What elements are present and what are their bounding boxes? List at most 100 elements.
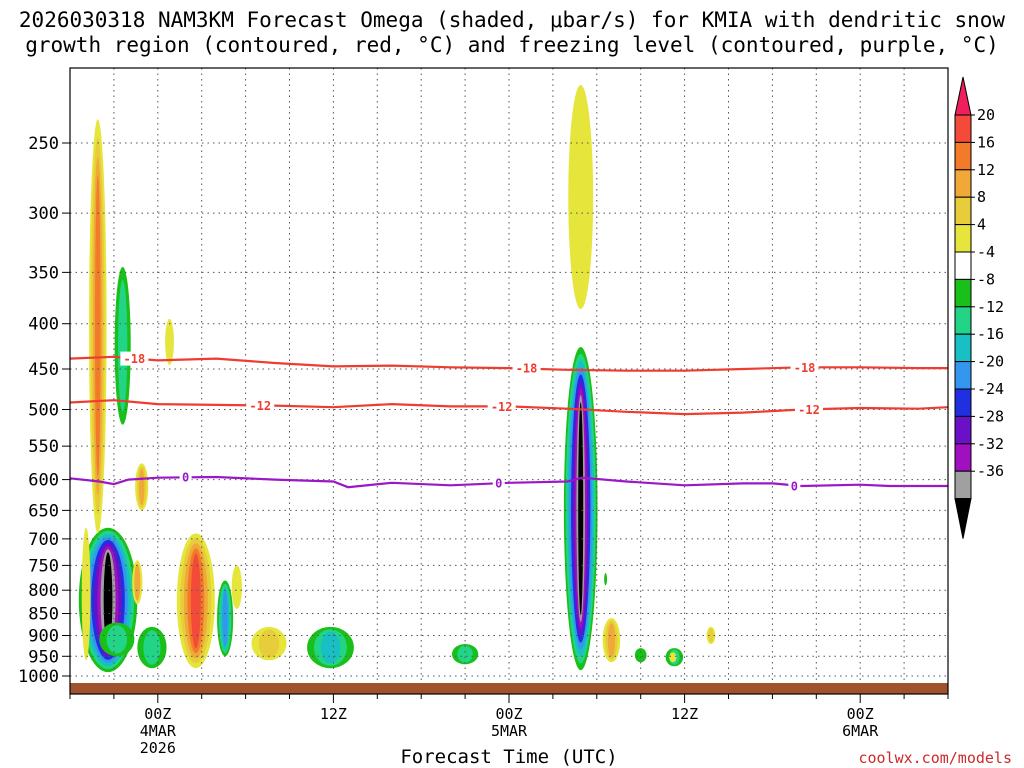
contour-line-0 bbox=[69, 355, 948, 372]
colorbar-swatch bbox=[954, 333, 972, 363]
colorbar-swatch bbox=[954, 251, 972, 280]
temperature-contours: -18 -18 -18 -12 -12 -12 0 0 0 bbox=[69, 351, 949, 493]
colorbar-swatch bbox=[954, 443, 972, 472]
ground-surface bbox=[70, 683, 948, 694]
colorbar-label: -4 bbox=[977, 243, 995, 261]
colorbar-swatch bbox=[954, 278, 972, 308]
y-tick-label: 350 bbox=[28, 263, 59, 283]
colorbar-label: 20 bbox=[977, 106, 995, 124]
y-tick-label: 750 bbox=[28, 556, 59, 576]
omega-updraft-f bbox=[563, 347, 598, 671]
y-tick-label: 850 bbox=[28, 605, 59, 625]
omega-shading bbox=[78, 85, 716, 673]
omega-subsidence-a3 bbox=[81, 527, 91, 661]
colorbar-label: -24 bbox=[977, 380, 1004, 398]
x-tick-label: 5MAR bbox=[491, 722, 528, 740]
contour-label: 0 bbox=[182, 471, 189, 485]
y-axis: 2503003504004505005506006507007508008509… bbox=[18, 134, 70, 687]
colorbar-swatch bbox=[954, 169, 972, 198]
omega-updraft-b-fringe bbox=[137, 626, 167, 669]
colorbar-swatch bbox=[954, 114, 972, 143]
grid-lines bbox=[70, 68, 948, 684]
colorbar-swatch bbox=[954, 415, 972, 445]
colorbar-swatch bbox=[954, 196, 972, 226]
y-tick-label: 1000 bbox=[18, 667, 59, 687]
colorbar-top-arrow bbox=[954, 76, 972, 116]
colorbar-label: -20 bbox=[977, 353, 1004, 371]
omega-updraft-g bbox=[634, 648, 647, 663]
y-tick-label: 450 bbox=[28, 360, 59, 380]
omega-subsidence-a4 bbox=[132, 560, 143, 605]
omega-subsidence-c bbox=[231, 565, 242, 609]
contour-label-bg bbox=[794, 402, 823, 417]
colorbar-label: -36 bbox=[977, 462, 1004, 480]
omega-updraft-d bbox=[307, 626, 354, 669]
colorbar-bottom-arrow bbox=[954, 498, 972, 539]
omega-subsidence-h bbox=[706, 626, 716, 644]
colorbar-label: 12 bbox=[977, 161, 995, 179]
x-tick-label: 4MAR bbox=[140, 722, 177, 740]
y-tick-label: 800 bbox=[28, 581, 59, 601]
contour-label-bg bbox=[487, 399, 516, 414]
x-axis-label: Forecast Time (UTC) bbox=[400, 746, 617, 768]
omega-subsidence-e bbox=[568, 85, 594, 310]
colorbar-label: -12 bbox=[977, 298, 1004, 316]
omega-updraft-i bbox=[604, 573, 608, 586]
omega-subsidence-a bbox=[89, 119, 107, 534]
x-tick-label: 12Z bbox=[671, 705, 698, 723]
omega-updraft-a-lowmid bbox=[99, 622, 135, 657]
contour-label-bg bbox=[790, 360, 819, 375]
y-tick-label: 400 bbox=[28, 315, 59, 335]
colorbar-swatch bbox=[954, 306, 972, 335]
omega-updraft-a-outer bbox=[78, 527, 138, 673]
colorbar-swatch bbox=[954, 388, 972, 417]
contour-label-bg bbox=[179, 470, 192, 485]
x-tick-label: 00Z bbox=[144, 705, 171, 723]
contour-label-bg bbox=[492, 475, 505, 490]
colorbar-label: -8 bbox=[977, 270, 995, 288]
omega-subsidence-a5 bbox=[165, 318, 174, 365]
chart-title-line-1: 2026030318 NAM3KM Forecast Omega (shaded… bbox=[19, 8, 1006, 32]
colorbar-label: -28 bbox=[977, 407, 1004, 425]
contour-label: -12 bbox=[798, 403, 820, 417]
y-tick-label: 650 bbox=[28, 501, 59, 521]
colorbar-swatch bbox=[954, 361, 972, 390]
colorbar-label: -16 bbox=[977, 325, 1004, 343]
y-tick-label: 700 bbox=[28, 530, 59, 550]
contour-label: 0 bbox=[791, 479, 798, 493]
omega-updraft-e bbox=[451, 643, 479, 665]
contour-label: -12 bbox=[491, 400, 513, 414]
x-tick-label: 12Z bbox=[320, 705, 347, 723]
omega-subsidence-a2 bbox=[135, 463, 149, 511]
colorbar: 20 16 12 8 4 -4 -8 -12 -16 -20 -24 -28 -32 -36 bbox=[954, 76, 1004, 539]
x-tick-label: 00Z bbox=[847, 705, 874, 723]
omega-updraft-c bbox=[217, 580, 234, 657]
y-tick-label: 300 bbox=[28, 204, 59, 224]
omega-updraft-a-mid bbox=[114, 266, 131, 425]
colorbar-swatch bbox=[954, 470, 972, 500]
y-tick-label: 500 bbox=[28, 401, 59, 421]
omega-subsidence-f bbox=[602, 618, 621, 663]
contour-label: -18 bbox=[124, 352, 146, 366]
contour-line-2 bbox=[69, 475, 948, 489]
credit-text: coolwx.com/models bbox=[858, 749, 1012, 767]
y-tick-label: 600 bbox=[28, 471, 59, 491]
contour-label: -18 bbox=[794, 361, 816, 375]
omega-subsidence-g bbox=[669, 652, 677, 663]
contour-label: -12 bbox=[249, 399, 271, 413]
contour-label: -18 bbox=[516, 362, 538, 376]
x-tick-label: 6MAR bbox=[842, 722, 879, 740]
contour-label-bg bbox=[246, 398, 275, 413]
colorbar-label: 4 bbox=[977, 216, 986, 234]
contour-label-bg bbox=[120, 351, 149, 366]
omega-subsidence-b bbox=[176, 533, 215, 669]
colorbar-swatch bbox=[954, 224, 972, 253]
contour-label-bg bbox=[788, 478, 801, 493]
omega-subsidence-d bbox=[251, 626, 287, 661]
colorbar-label: 16 bbox=[977, 133, 995, 151]
colorbar-label: -32 bbox=[977, 435, 1004, 453]
y-tick-label: 900 bbox=[28, 626, 59, 646]
chart-title-line-2: growth region (contoured, red, °C) and f… bbox=[25, 33, 999, 57]
